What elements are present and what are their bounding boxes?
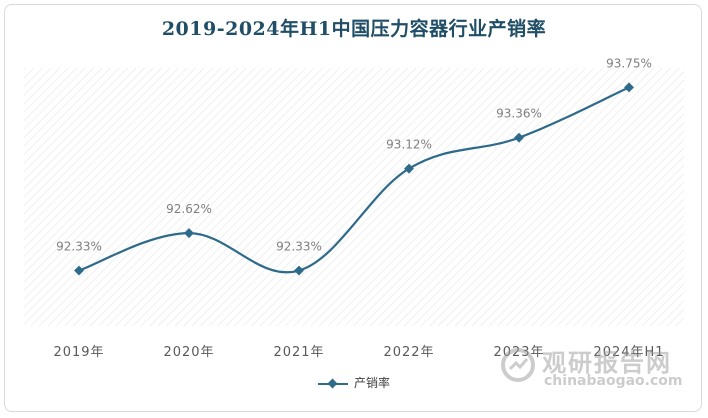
watermark-cn: 观研报告网 [542,349,672,377]
series-line-layer [78,86,630,274]
data-label: 92.62% [166,202,212,216]
watermark: 观研报告网 chinabaogao.com [500,343,700,393]
x-tick-label: 2022年 [383,345,434,360]
data-label: 93.75% [606,56,652,70]
series-marker-layer [74,82,634,276]
data-label: 92.33% [56,240,102,254]
data-point [404,163,414,174]
series-line [78,86,630,274]
x-tick-label: 2019年 [53,345,104,360]
legend-label: 产销率 [353,376,390,390]
data-label: 92.33% [276,240,322,254]
data-label: 93.36% [496,107,542,121]
watermark-logo-icon [501,348,535,382]
chart-title: 2019-2024年H1中国压力容器行业产销率 [161,18,547,40]
x-tick-label: 2020年 [163,345,214,360]
data-point [514,132,524,143]
legend: 产销率 [0,374,708,391]
x-tick-label: 2024年H1 [593,345,664,360]
data-label: 93.12% [386,138,432,152]
legend-swatch [317,379,348,389]
watermark-en: chinabaogao.com [544,373,683,389]
data-point [624,82,634,93]
plot-area [24,68,684,326]
data-point [184,228,194,239]
x-tick-label: 2021年 [273,345,324,360]
data-point [294,265,304,276]
data-label-layer: 92.33% 92.62% 92.33% 93.12% 93.36% 93.75% [56,56,652,253]
